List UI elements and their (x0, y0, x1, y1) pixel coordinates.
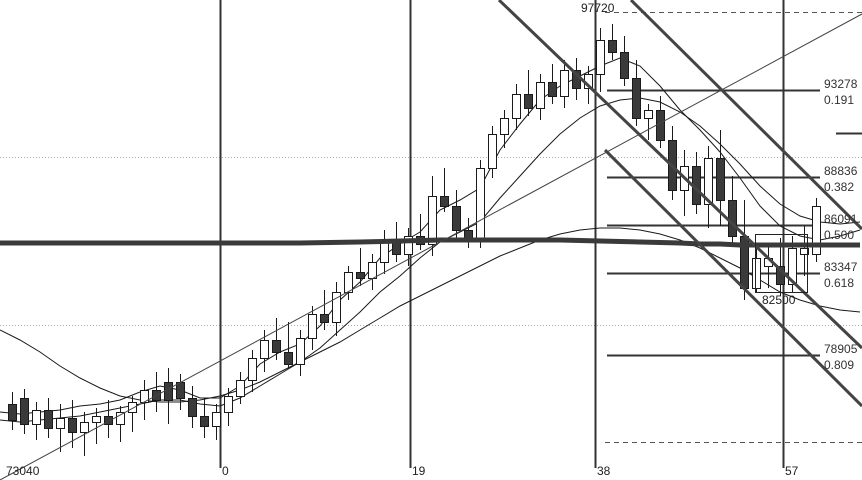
candle-up (224, 396, 233, 413)
trendline[interactable] (497, 0, 862, 350)
trendline[interactable] (629, 0, 862, 231)
candle-down (356, 272, 365, 279)
candle-up (296, 338, 305, 365)
candle-up (80, 422, 89, 433)
heavy-moving-average (0, 237, 860, 248)
trendline[interactable] (603, 148, 862, 408)
candle-down (164, 382, 173, 401)
candle-up (500, 118, 509, 135)
candle-down (8, 404, 17, 421)
fib-price-label: 86091 (824, 212, 858, 226)
candle-up (368, 262, 377, 279)
candle-up (32, 410, 41, 425)
candle-up (704, 158, 713, 205)
moving-average-line (0, 97, 861, 423)
candle-down (272, 340, 281, 353)
fib-price-label: 88836 (824, 164, 858, 178)
candle-down (44, 410, 53, 429)
candle-up (800, 248, 809, 255)
candle-down (464, 230, 473, 239)
fib-price-label: 78905 (824, 342, 858, 356)
candle-up (488, 134, 497, 169)
candle-up (596, 40, 605, 75)
candle-down (20, 398, 29, 425)
candle-up (428, 196, 437, 245)
candle-down (656, 110, 665, 141)
candle-up (752, 258, 761, 289)
candle-up (512, 94, 521, 119)
candle-up (128, 402, 137, 413)
candle-down (176, 382, 185, 399)
fib-ratio-label: 0.382 (824, 180, 855, 194)
candle-up (788, 248, 797, 285)
x-axis-tick-label: 38 (597, 464, 611, 478)
candle-down (68, 418, 77, 433)
candle-down (632, 78, 641, 119)
x-axis-tick-label: 57 (785, 464, 799, 478)
candle-down (608, 40, 617, 53)
x-axis-tick-label: 19 (412, 464, 426, 478)
candle-down (188, 398, 197, 417)
candle-up (236, 380, 245, 397)
moving-average-line (0, 227, 861, 403)
peak-price-label: 97720 (581, 1, 615, 15)
box-low-price-label: 82500 (762, 293, 796, 307)
candle-down (200, 416, 209, 427)
candle-up (560, 70, 569, 97)
selection-box[interactable] (754, 233, 809, 294)
fib-price-label: 83347 (824, 260, 858, 274)
candle-down (548, 82, 557, 97)
fib-ratio-label: 0.809 (824, 358, 855, 372)
candle-up (260, 340, 269, 359)
candle-up (344, 272, 353, 293)
candle-up (116, 412, 125, 425)
fib-ratio-label: 0.191 (824, 93, 855, 107)
trendline[interactable] (0, 13, 862, 480)
candle-down (620, 52, 629, 79)
candle-up (56, 418, 65, 429)
fib-price-label: 93278 (824, 77, 858, 91)
candle-down (728, 200, 737, 237)
candle-up (404, 236, 413, 255)
candle-up (536, 82, 545, 109)
candle-down (284, 352, 293, 365)
candle-down (440, 196, 449, 207)
fib-ratio-label: 0.618 (824, 276, 855, 290)
price-axis-low-label: 73040 (6, 464, 40, 478)
candle-up (140, 390, 149, 403)
candle-up (332, 292, 341, 323)
x-axis-tick-label: 0 (222, 464, 229, 478)
candle-down (716, 158, 725, 201)
candle-down (524, 94, 533, 109)
candle-up (644, 110, 653, 119)
candle-up (812, 206, 821, 255)
candle-down (320, 314, 329, 323)
candle-up (92, 416, 101, 423)
candle-down (104, 416, 113, 425)
candle-up (248, 358, 257, 381)
candle-up (476, 168, 485, 239)
candle-down (452, 206, 461, 231)
candle-up (212, 412, 221, 427)
candle-up (308, 314, 317, 339)
fib-ratio-label: 0.500 (824, 228, 855, 242)
